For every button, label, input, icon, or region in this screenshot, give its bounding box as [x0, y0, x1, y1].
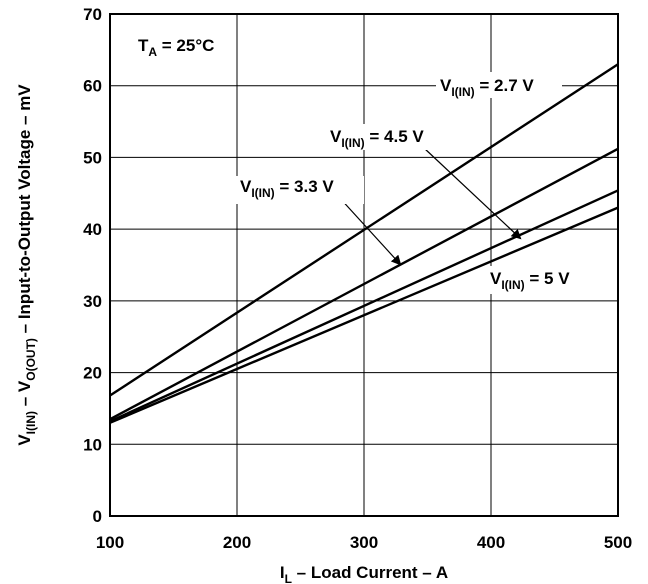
- label-4-5v: VI(IN) = 4.5 V: [326, 124, 454, 150]
- y-axis-title: VI(IN) – VO(OUT) – Input-to-Output Volta…: [15, 84, 38, 446]
- x-tick-label-2: 300: [350, 533, 378, 552]
- series-line-0: [109, 63, 619, 397]
- series-line-3: [109, 206, 619, 424]
- x-tick-label-4: 500: [604, 533, 632, 552]
- y-tick-labels: 0 10 20 30 40 50 60 70: [83, 5, 102, 526]
- x-tick-label-1: 200: [223, 533, 251, 552]
- x-tick-labels: 100 200 300 400 500: [96, 533, 632, 552]
- svg-text:VI(IN) = 5 V: VI(IN) = 5 V: [490, 269, 570, 292]
- plot-frame: [109, 13, 619, 517]
- y-tick-label-1: 10: [83, 435, 102, 454]
- svg-text:VI(IN) = 2.7 V: VI(IN) = 2.7 V: [440, 76, 534, 99]
- y-tick-label-0: 0: [93, 507, 102, 526]
- label-2-7v: VI(IN) = 2.7 V: [436, 72, 562, 99]
- svg-text:VI(IN) = 4.5 V: VI(IN) = 4.5 V: [330, 127, 424, 150]
- temperature-label: TA = 25°C: [138, 36, 214, 59]
- svg-text:VI(IN) = 3.3 V: VI(IN) = 3.3 V: [240, 177, 334, 200]
- series-lines: [109, 63, 619, 424]
- y-tick-label-6: 60: [83, 77, 102, 96]
- arrow-3-3v: [337, 195, 402, 266]
- x-axis-title: IL – Load Current – A: [280, 563, 448, 584]
- label-5v: VI(IN) = 5 V: [486, 266, 598, 294]
- x-tick-label-0: 100: [96, 533, 124, 552]
- y-tick-label-7: 70: [83, 5, 102, 24]
- arrow-4-5v: [423, 147, 522, 240]
- y-tick-label-3: 30: [83, 292, 102, 311]
- y-tick-label-5: 50: [83, 148, 102, 167]
- series-line-1: [109, 147, 619, 421]
- y-tick-label-4: 40: [83, 220, 102, 239]
- y-tick-label-2: 20: [83, 364, 102, 383]
- label-3-3v: VI(IN) = 3.3 V: [236, 176, 364, 204]
- x-tick-label-3: 400: [477, 533, 505, 552]
- series-line-2: [109, 189, 619, 423]
